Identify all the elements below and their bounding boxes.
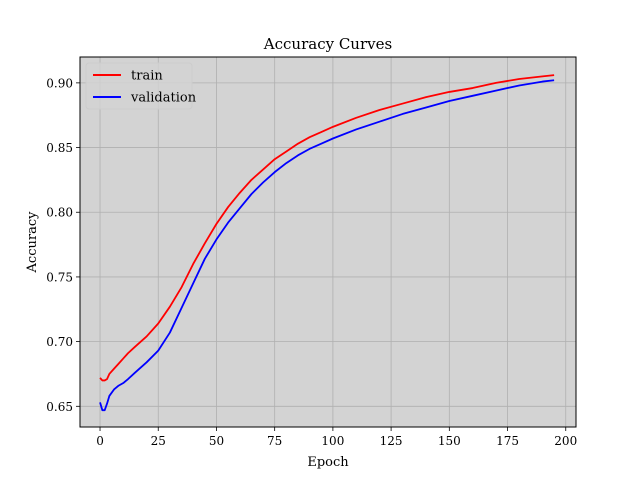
x-tick-label: 25: [151, 434, 166, 448]
y-axis-ticks: 0.65 0.70 0.75 0.80 0.85 0.90: [46, 76, 80, 414]
x-tick-label: 150: [438, 434, 461, 448]
x-tick-label: 200: [554, 434, 577, 448]
y-tick-label: 0.65: [46, 400, 73, 414]
y-tick-label: 0.75: [46, 270, 73, 284]
series-line-train: [99, 74, 555, 382]
y-axis-label: Accuracy: [25, 211, 40, 274]
x-tick-label: 75: [267, 434, 282, 448]
series-line-validation: [99, 79, 555, 412]
x-axis-ticks: 0 25 50 75 100 125 150 175 200: [96, 427, 577, 448]
y-tick-label: 0.90: [46, 76, 73, 90]
plot-frame: [79, 56, 577, 428]
x-tick-label: 125: [380, 434, 403, 448]
y-tick-label: 0.85: [46, 141, 73, 155]
x-tick-label: 0: [96, 434, 104, 448]
legend-label-train: train: [131, 69, 163, 84]
series-layer: [99, 74, 555, 412]
y-tick-label: 0.70: [46, 335, 73, 349]
x-tick-label: 100: [321, 434, 344, 448]
x-tick-label: 175: [496, 434, 519, 448]
x-tick-label: 50: [209, 434, 224, 448]
y-tick-label: 0.80: [46, 206, 73, 220]
legend: train validation: [85, 62, 197, 110]
chart-title: Accuracy Curves: [263, 35, 392, 53]
x-axis-label: Epoch: [307, 455, 349, 470]
plot-background: [80, 57, 576, 427]
legend-label-validation: validation: [130, 91, 197, 106]
